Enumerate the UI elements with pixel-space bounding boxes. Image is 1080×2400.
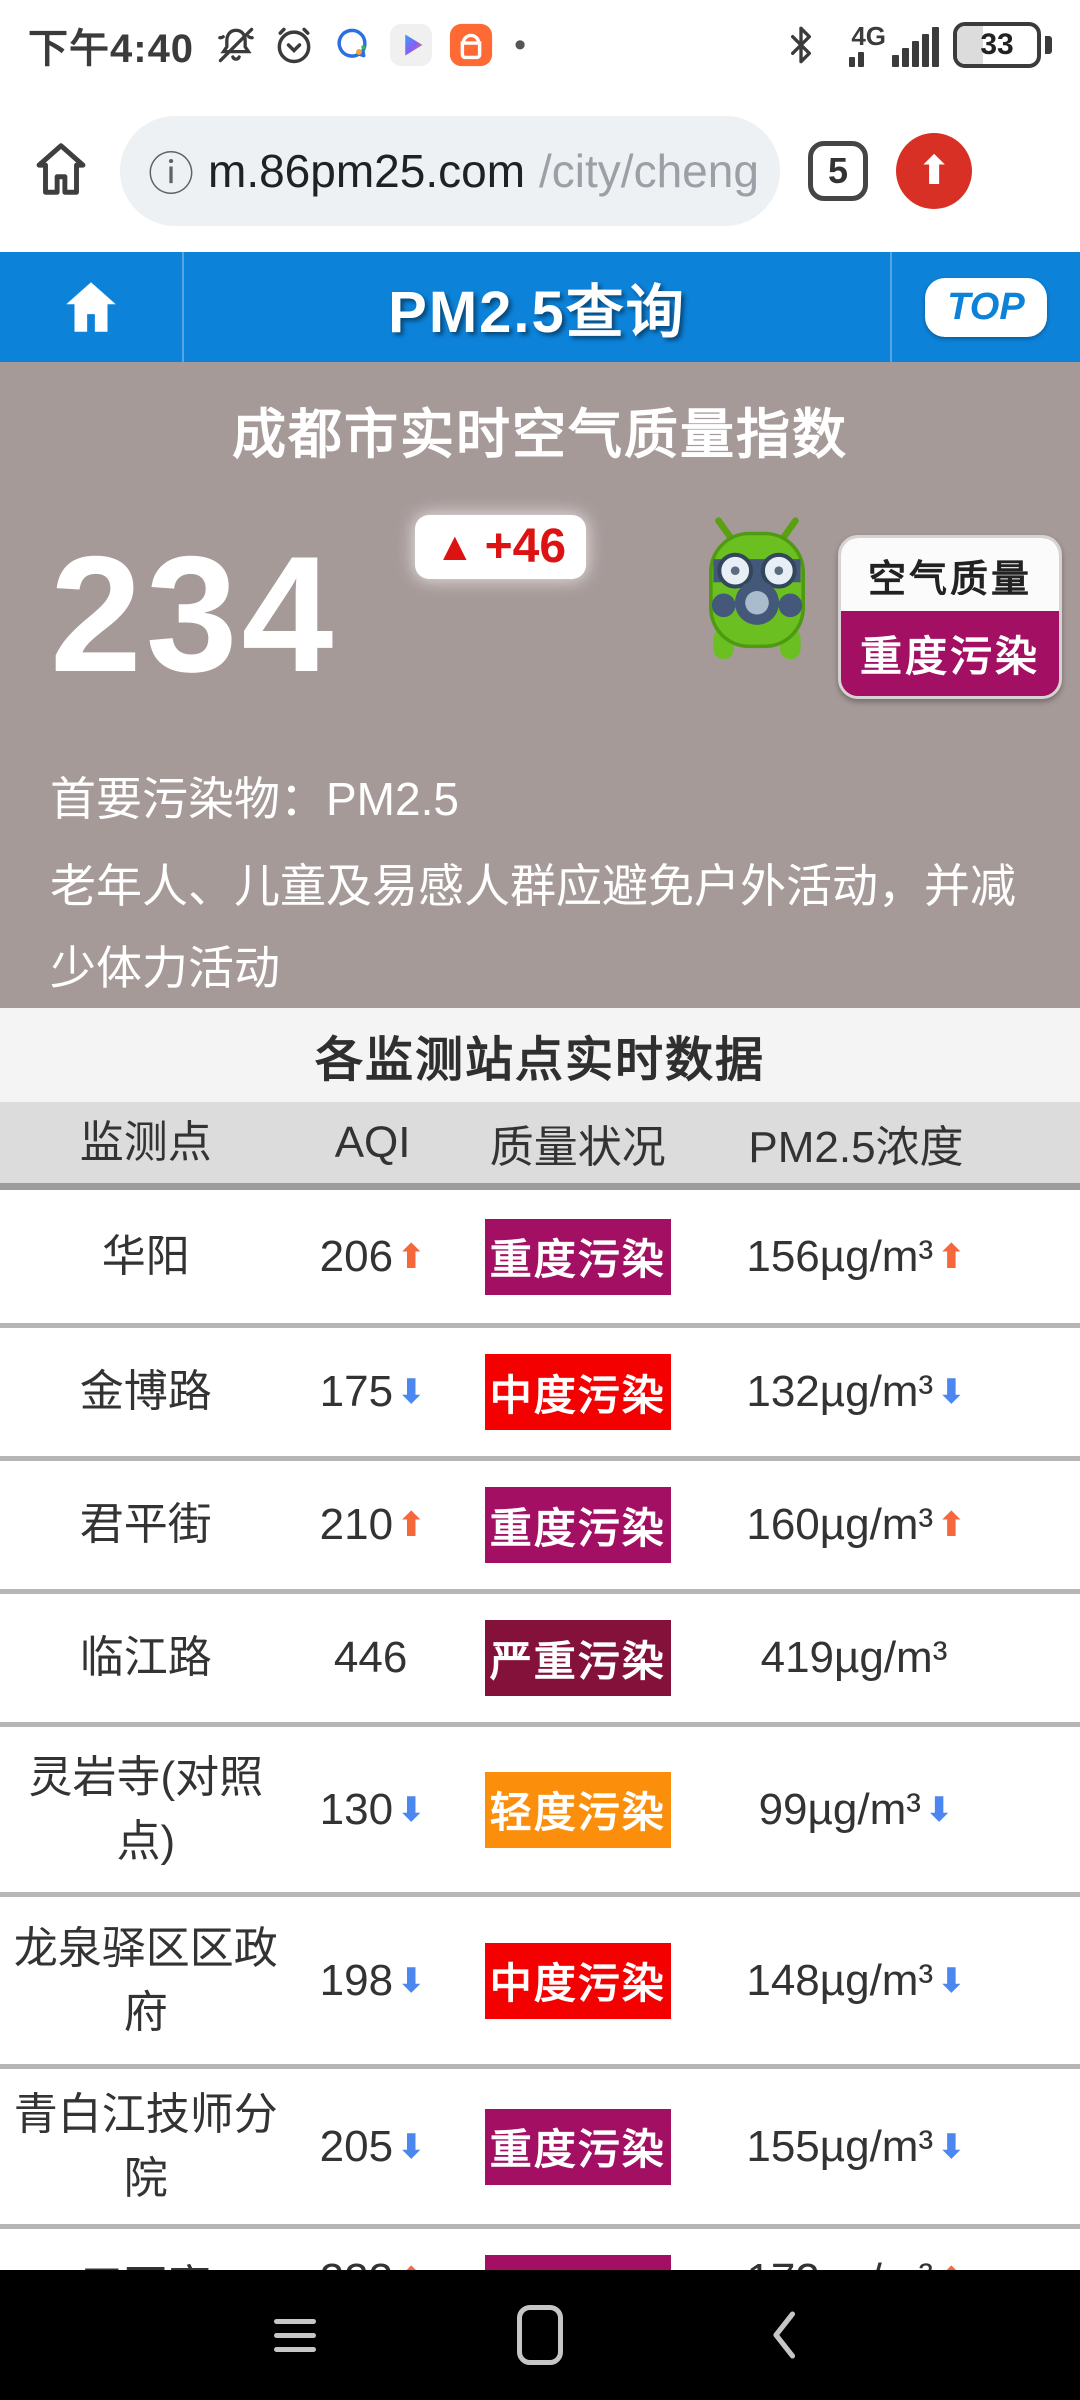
station-aqi: 175 ⬇ (319, 1367, 426, 1416)
trend-arrow-icon: ⬇ (937, 1373, 966, 1411)
col-header-aqi: AQI (334, 1117, 411, 1167)
station-pm25: 99µg/m³ ⬇ (758, 1784, 954, 1834)
stations-section-title: 各监测站点实时数据 (0, 1008, 1080, 1102)
station-name: 临江路 (79, 1633, 212, 1683)
trend-arrow-icon: ⬇ (937, 1961, 966, 2000)
url-host: m.86pm25.com (208, 145, 526, 197)
recents-button[interactable] (260, 2318, 330, 2352)
aqi-delta-badge: ▲ +46 (415, 515, 587, 579)
browser-toolbar: ⓘ m.86pm25.com/city/cheng 5 ⬆ (0, 90, 1080, 252)
network-type-label: 4G (851, 21, 886, 51)
station-pm25: 155µg/m³ ⬇ (746, 2121, 966, 2171)
badge-level: 重度污染 (841, 611, 1059, 696)
page-info-icon[interactable]: ⓘ (148, 148, 194, 200)
signal-strength-icon: 4G (849, 23, 939, 67)
battery-nub (1045, 36, 1052, 54)
table-row: 金博路 175 ⬇ 中度污染 132µg/m³ ⬇ (0, 1323, 1080, 1456)
status-bar: 下午4:40 (0, 0, 1080, 90)
station-aqi: 446 (333, 1633, 408, 1682)
trend-arrow-icon: ⬆ (937, 1237, 966, 1276)
table-row: 华阳 206 ⬆ 重度污染 156µg/m³ ⬆ (0, 1190, 1080, 1323)
url-path: /city/cheng (539, 145, 759, 197)
android-gasmask-mascot-icon (698, 515, 816, 675)
app-header: PM2.5查询 TOP (0, 252, 1080, 362)
browser-home-icon[interactable] (30, 138, 92, 205)
station-pm25: 132µg/m³ ⬇ (746, 1367, 966, 1416)
url-bar[interactable]: ⓘ m.86pm25.com/city/cheng (120, 116, 780, 226)
table-row: 青白江技师分院 205 ⬇ 重度污染 155µg/m³ ⬇ (0, 2064, 1080, 2224)
notification-dot-icon: • (514, 25, 526, 64)
android-nav-bar (0, 2270, 1080, 2400)
bluetooth-icon (781, 23, 821, 67)
browser-action-up-icon[interactable]: ⬆ (896, 133, 972, 209)
table-row: 灵岩寺(对照点) 130 ⬇ 轻度污染 99µg/m³ ⬇ (0, 1722, 1080, 1892)
air-quality-level-badge: 空气质量 重度污染 (838, 535, 1062, 699)
station-aqi: 205 ⬇ (319, 2121, 426, 2171)
station-aqi: 206 ⬆ (319, 1231, 426, 1281)
mute-bell-icon (214, 23, 258, 67)
station-pm25: 148µg/m³ ⬇ (746, 1955, 966, 2005)
home-button[interactable] (505, 2305, 575, 2365)
station-name: 青白江技师分院 (13, 2089, 278, 2203)
video-play-icon (388, 22, 434, 68)
table-header-row: 监测点 AQI 质量状况 PM2.5浓度 (0, 1102, 1080, 1190)
table-row: 临江路 446 严重污染 419µg/m³ (0, 1589, 1080, 1722)
battery-percent: 33 (980, 28, 1014, 61)
aqi-summary-section: 成都市实时空气质量指数 234 ▲ +46 (0, 362, 1080, 1008)
station-name: 君平街 (79, 1500, 212, 1550)
alarm-clock-icon (272, 23, 316, 67)
delta-up-arrow-icon: ▲ (435, 525, 475, 569)
station-aqi: 130 ⬇ (319, 1784, 426, 1834)
clock-time: 下午4:40 (28, 27, 195, 71)
level-badge: 重度污染 (484, 1487, 671, 1563)
level-badge: 严重污染 (484, 1620, 671, 1696)
city-aqi-title: 成都市实时空气质量指数 (232, 405, 848, 465)
aqi-value: 234 (50, 522, 338, 706)
level-badge: 中度污染 (484, 1354, 671, 1430)
page-title: PM2.5查询 (388, 280, 686, 345)
col-header-pm25: PM2.5浓度 (748, 1122, 964, 1172)
scroll-top-button[interactable]: TOP (925, 277, 1047, 337)
trend-arrow-icon: ⬇ (937, 2127, 966, 2166)
station-name: 灵岩寺(对照点) (28, 1752, 264, 1866)
station-name: 龙泉驿区区政府 (13, 1923, 278, 2037)
trend-arrow-icon: ⬇ (397, 1961, 426, 2000)
badge-label: 空气质量 (841, 538, 1059, 611)
station-pm25: 160µg/m³ ⬆ (746, 1500, 966, 1549)
trend-arrow-icon: ⬇ (397, 1373, 426, 1411)
mi-store-icon (448, 22, 494, 68)
table-row: 龙泉驿区区政府 198 ⬇ 中度污染 148µg/m³ ⬇ (0, 1892, 1080, 2064)
trend-arrow-icon: ⬆ (937, 1506, 966, 1544)
primary-pollutant: 首要污染物：PM2.5 (50, 773, 459, 825)
level-badge: 中度污染 (484, 1942, 671, 2019)
tab-switcher-button[interactable]: 5 (808, 141, 868, 201)
delta-value: +46 (484, 520, 567, 573)
recents-icon (274, 2318, 316, 2352)
trend-arrow-icon: ⬇ (397, 2127, 426, 2166)
station-aqi: 198 ⬇ (319, 1955, 426, 2005)
station-name: 金博路 (79, 1367, 212, 1417)
header-home-button[interactable] (0, 252, 184, 362)
col-header-station: 监测点 (79, 1117, 212, 1167)
station-pm25: 156µg/m³ ⬆ (746, 1231, 966, 1281)
col-header-level: 质量状况 (489, 1122, 666, 1172)
health-advice: 老年人、儿童及易感人群应避免户外活动，并减少体力活动 (50, 860, 1016, 994)
trend-arrow-icon: ⬆ (397, 1506, 426, 1544)
battery-icon: 33 (953, 22, 1041, 68)
trend-arrow-icon: ⬇ (924, 1790, 954, 1829)
back-chevron-icon (773, 2311, 796, 2359)
chat-bubble-icon (330, 23, 374, 67)
station-aqi: 210 ⬆ (319, 1500, 426, 1549)
back-button[interactable] (750, 2307, 820, 2363)
level-badge: 轻度污染 (484, 1771, 671, 1848)
trend-arrow-icon: ⬇ (397, 1790, 426, 1829)
table-row: 君平街 210 ⬆ 重度污染 160µg/m³ ⬆ (0, 1456, 1080, 1589)
home-icon (517, 2305, 563, 2365)
level-badge: 重度污染 (484, 2108, 671, 2185)
level-badge: 重度污染 (484, 1218, 671, 1295)
station-pm25: 419µg/m³ (760, 1633, 948, 1682)
trend-arrow-icon: ⬆ (397, 1237, 426, 1276)
station-name: 华阳 (101, 1231, 190, 1281)
